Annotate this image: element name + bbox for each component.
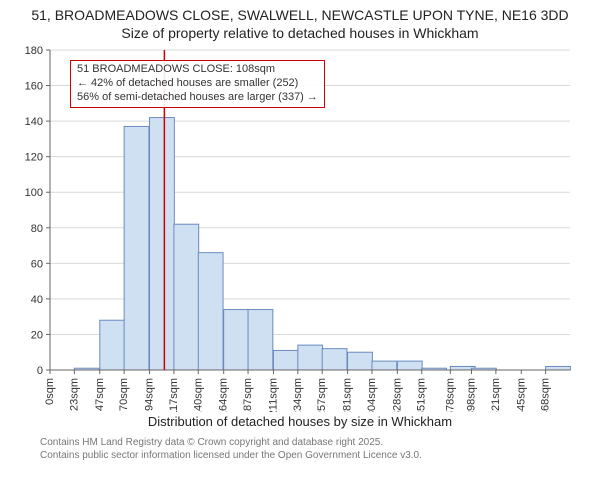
svg-text:140: 140 bbox=[25, 116, 43, 128]
svg-text:0sqm: 0sqm bbox=[44, 378, 56, 405]
svg-text:140sqm: 140sqm bbox=[192, 378, 204, 412]
svg-text:281sqm: 281sqm bbox=[342, 378, 354, 412]
title-line-1: 51, BROADMEADOWS CLOSE, SWALWELL, NEWCAS… bbox=[0, 6, 600, 24]
svg-text:47sqm: 47sqm bbox=[94, 378, 106, 411]
title-line-2: Size of property relative to detached ho… bbox=[0, 24, 600, 42]
callout-line-1: 51 BROADMEADOWS CLOSE: 108sqm bbox=[77, 63, 318, 77]
x-axis-label: Distribution of detached houses by size … bbox=[0, 414, 600, 429]
svg-text:60: 60 bbox=[31, 259, 43, 271]
svg-text:120: 120 bbox=[25, 152, 43, 164]
svg-text:180: 180 bbox=[25, 45, 43, 57]
callout-line-3: 56% of semi-detached houses are larger (… bbox=[77, 91, 318, 105]
svg-text:80: 80 bbox=[31, 223, 43, 235]
svg-text:234sqm: 234sqm bbox=[292, 378, 304, 412]
svg-text:100: 100 bbox=[25, 188, 43, 200]
svg-text:378sqm: 378sqm bbox=[444, 378, 456, 412]
svg-text:351sqm: 351sqm bbox=[416, 378, 428, 412]
svg-text:304sqm: 304sqm bbox=[366, 378, 378, 412]
svg-text:211sqm: 211sqm bbox=[267, 378, 279, 412]
svg-text:20: 20 bbox=[31, 330, 43, 342]
svg-text:328sqm: 328sqm bbox=[391, 378, 403, 412]
svg-text:40: 40 bbox=[31, 294, 43, 306]
svg-text:160: 160 bbox=[25, 81, 43, 93]
svg-text:398sqm: 398sqm bbox=[466, 378, 478, 412]
svg-text:23sqm: 23sqm bbox=[68, 378, 80, 411]
svg-text:0: 0 bbox=[37, 365, 43, 377]
svg-text:164sqm: 164sqm bbox=[218, 378, 230, 412]
svg-text:117sqm: 117sqm bbox=[168, 378, 180, 412]
callout-line-2: ← 42% of detached houses are smaller (25… bbox=[77, 77, 318, 91]
svg-text:94sqm: 94sqm bbox=[144, 378, 156, 411]
svg-text:257sqm: 257sqm bbox=[316, 378, 328, 412]
attribution-line-2: Contains public sector information licen… bbox=[40, 450, 600, 463]
svg-text:187sqm: 187sqm bbox=[242, 378, 254, 412]
callout-box: 51 BROADMEADOWS CLOSE: 108sqm ← 42% of d… bbox=[70, 60, 325, 107]
svg-text:468sqm: 468sqm bbox=[540, 378, 552, 412]
chart-title: 51, BROADMEADOWS CLOSE, SWALWELL, NEWCAS… bbox=[0, 0, 600, 42]
svg-text:421sqm: 421sqm bbox=[490, 378, 502, 412]
attribution: Contains HM Land Registry data © Crown c… bbox=[0, 437, 600, 462]
svg-text:70sqm: 70sqm bbox=[118, 378, 130, 411]
attribution-line-1: Contains HM Land Registry data © Crown c… bbox=[40, 437, 600, 450]
chart-area: Number of detached properties 0204060801… bbox=[0, 42, 600, 412]
svg-text:445sqm: 445sqm bbox=[515, 378, 527, 412]
